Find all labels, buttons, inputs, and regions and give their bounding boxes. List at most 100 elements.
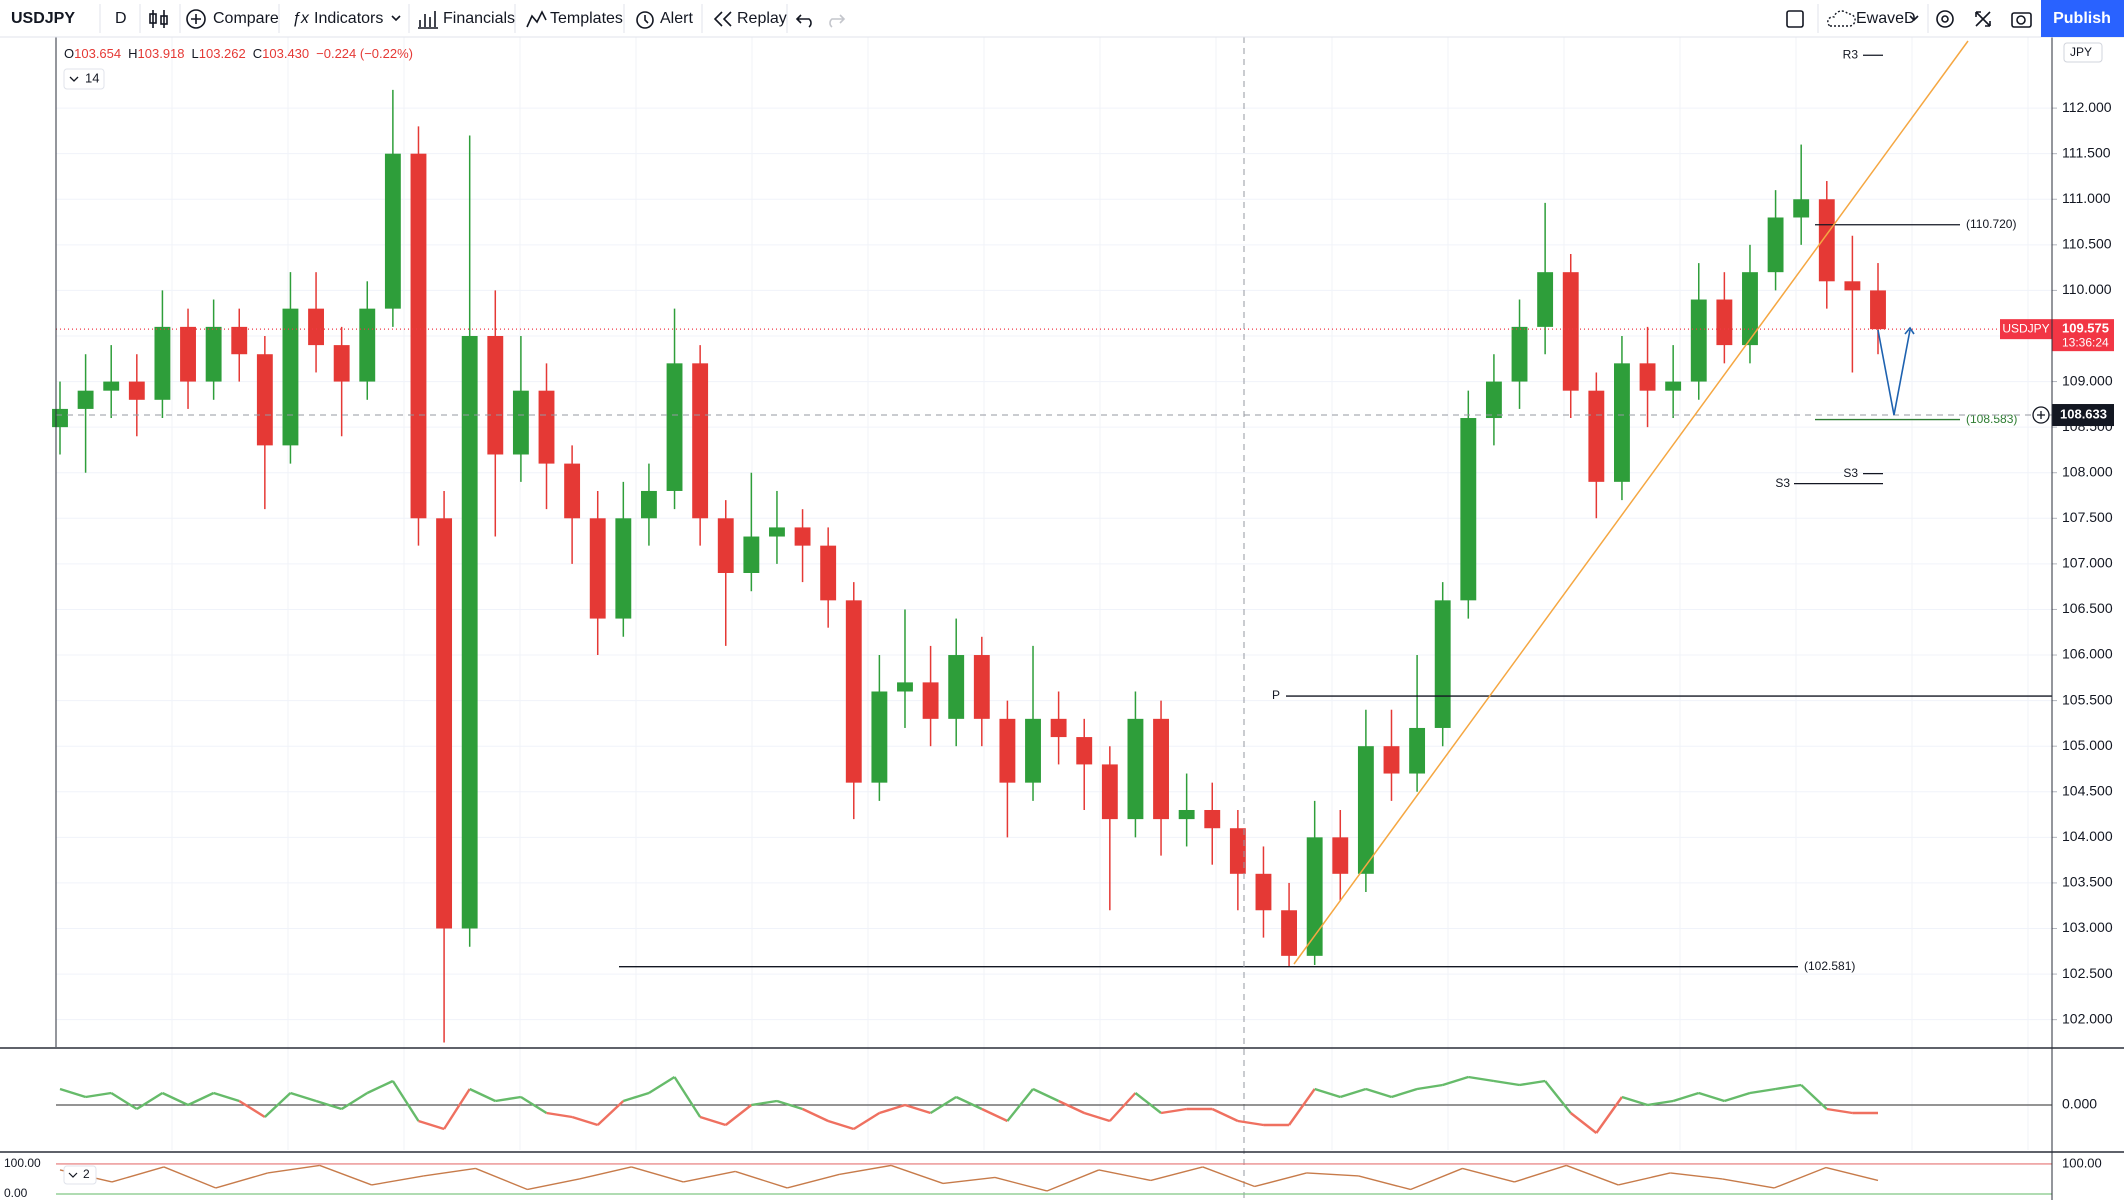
compare-icon — [191, 14, 201, 24]
candle-body — [589, 518, 606, 619]
stoch-segment — [111, 1166, 165, 1183]
candle-body — [384, 153, 401, 309]
candle-body — [1025, 718, 1041, 783]
oscillator-segment — [341, 1091, 368, 1111]
candle-body — [461, 335, 478, 929]
stoch-segment — [1618, 1172, 1671, 1186]
candle-body — [1793, 199, 1810, 218]
level-label: (102.581) — [1804, 959, 1855, 973]
replay-icon — [713, 11, 732, 27]
oscillator-segment — [1058, 1099, 1085, 1115]
snapshot-button[interactable] — [2011, 12, 2032, 28]
candle-body — [1460, 418, 1477, 601]
stoch-segment — [631, 1166, 684, 1183]
dropdown-chevron[interactable] — [391, 15, 401, 22]
candle-body — [845, 600, 862, 783]
oscillator-segment — [1032, 1087, 1060, 1103]
y-tick-label: 104.500 — [2062, 782, 2113, 798]
crosshair-plus-icon — [2037, 411, 2045, 420]
financials-button[interactable]: Financials — [443, 10, 515, 27]
candle-body — [1255, 873, 1272, 911]
oscillator-segment — [1288, 1088, 1316, 1126]
settings-button[interactable] — [1936, 10, 1954, 28]
layout-square-button[interactable] — [1786, 10, 1804, 28]
legend-value: 103.430 — [262, 46, 309, 61]
stoch-segment — [1825, 1166, 1879, 1182]
oscillator-segment — [161, 1091, 189, 1107]
y-tick-label: 112.000 — [2062, 99, 2112, 115]
oscillator-segment — [802, 1107, 829, 1123]
interval[interactable]: D — [115, 10, 127, 27]
y-tick-label: 110.000 — [2062, 281, 2112, 297]
candle-body — [1537, 272, 1554, 327]
candle-body — [1844, 281, 1861, 291]
candle-body — [1281, 910, 1298, 956]
candle-body — [820, 545, 837, 601]
currency-badge — [2063, 42, 2103, 63]
fullscreen-button[interactable] — [1975, 11, 1991, 27]
y-tick-label: 103.000 — [2062, 919, 2113, 935]
layout-name[interactable]: EwaveD — [1856, 10, 1916, 27]
candle-body — [922, 682, 939, 719]
publish-bg[interactable] — [2041, 0, 2124, 37]
oscillator-segment — [187, 1091, 215, 1107]
settings-icon — [1941, 15, 1949, 23]
level-label: P — [1272, 688, 1280, 702]
oscillator-segment — [1698, 1091, 1725, 1103]
oscillator-segment — [1519, 1079, 1546, 1087]
level-label: S3 — [1843, 466, 1858, 480]
icon-stroke — [149, 13, 157, 24]
legend-value: 103.918 — [138, 46, 185, 61]
oscillator-segment — [443, 1088, 471, 1130]
y-tick-label: 0.000 — [2062, 1096, 2097, 1112]
y-tick-label-left: 0.00 — [4, 1186, 28, 1200]
candle-body — [1588, 390, 1605, 482]
y-tick-label: 107.000 — [2062, 555, 2113, 571]
pane-toggle-bg[interactable] — [63, 1165, 97, 1185]
y-tick-label: 104.000 — [2062, 828, 2113, 844]
y-tick-label-left: 100.00 — [4, 1156, 41, 1170]
alert-button[interactable]: Alert — [660, 10, 693, 27]
oscillator-segment — [853, 1111, 881, 1131]
candle-body — [1153, 718, 1169, 820]
dropdown-chevron[interactable] — [1909, 15, 1919, 22]
stoch-segment — [215, 1172, 268, 1189]
chart-type-icon[interactable] — [149, 10, 168, 28]
symbol[interactable]: USDJPY — [11, 10, 75, 27]
candle-body — [1665, 381, 1682, 391]
oscillator-segment — [699, 1115, 727, 1127]
oscillator-segment — [1006, 1088, 1034, 1122]
oscillator-segment — [1724, 1091, 1751, 1103]
candle-body — [1434, 600, 1451, 728]
financials-icon — [418, 11, 438, 29]
replay-button[interactable]: Replay — [737, 10, 787, 27]
toolbar-bg — [0, 0, 2124, 37]
projection-arrow — [1904, 326, 1915, 335]
compare-button[interactable]: Compare — [213, 10, 279, 27]
stoch-segment — [839, 1164, 892, 1176]
stoch-segment — [579, 1166, 632, 1180]
redo-button[interactable] — [829, 14, 846, 28]
undo-button[interactable] — [795, 14, 812, 28]
candle-body — [666, 363, 683, 491]
oscillator-segment — [1160, 1107, 1187, 1115]
candle-body — [487, 335, 504, 455]
indicators-button[interactable]: Indicators — [314, 10, 383, 27]
templates-button[interactable]: Templates — [550, 10, 623, 27]
oscillator-segment — [879, 1103, 906, 1115]
candle-body — [1332, 837, 1349, 874]
candle-body — [282, 308, 299, 446]
publish-button[interactable]: Publish — [2053, 10, 2111, 27]
candle-body — [436, 518, 453, 929]
cloud-icon — [1827, 10, 1856, 27]
oscillator-segment — [648, 1075, 676, 1095]
indicators-icon: ƒx — [292, 10, 310, 27]
y-tick-label: 106.500 — [2062, 600, 2113, 616]
y-tick-label: 102.000 — [2062, 1010, 2113, 1026]
level-label: S3 — [1775, 476, 1790, 490]
oscillator-segment — [1237, 1119, 1264, 1127]
oscillator-segment — [264, 1092, 292, 1118]
oscillator-segment — [571, 1115, 599, 1127]
oscillator-segment — [1339, 1087, 1367, 1099]
